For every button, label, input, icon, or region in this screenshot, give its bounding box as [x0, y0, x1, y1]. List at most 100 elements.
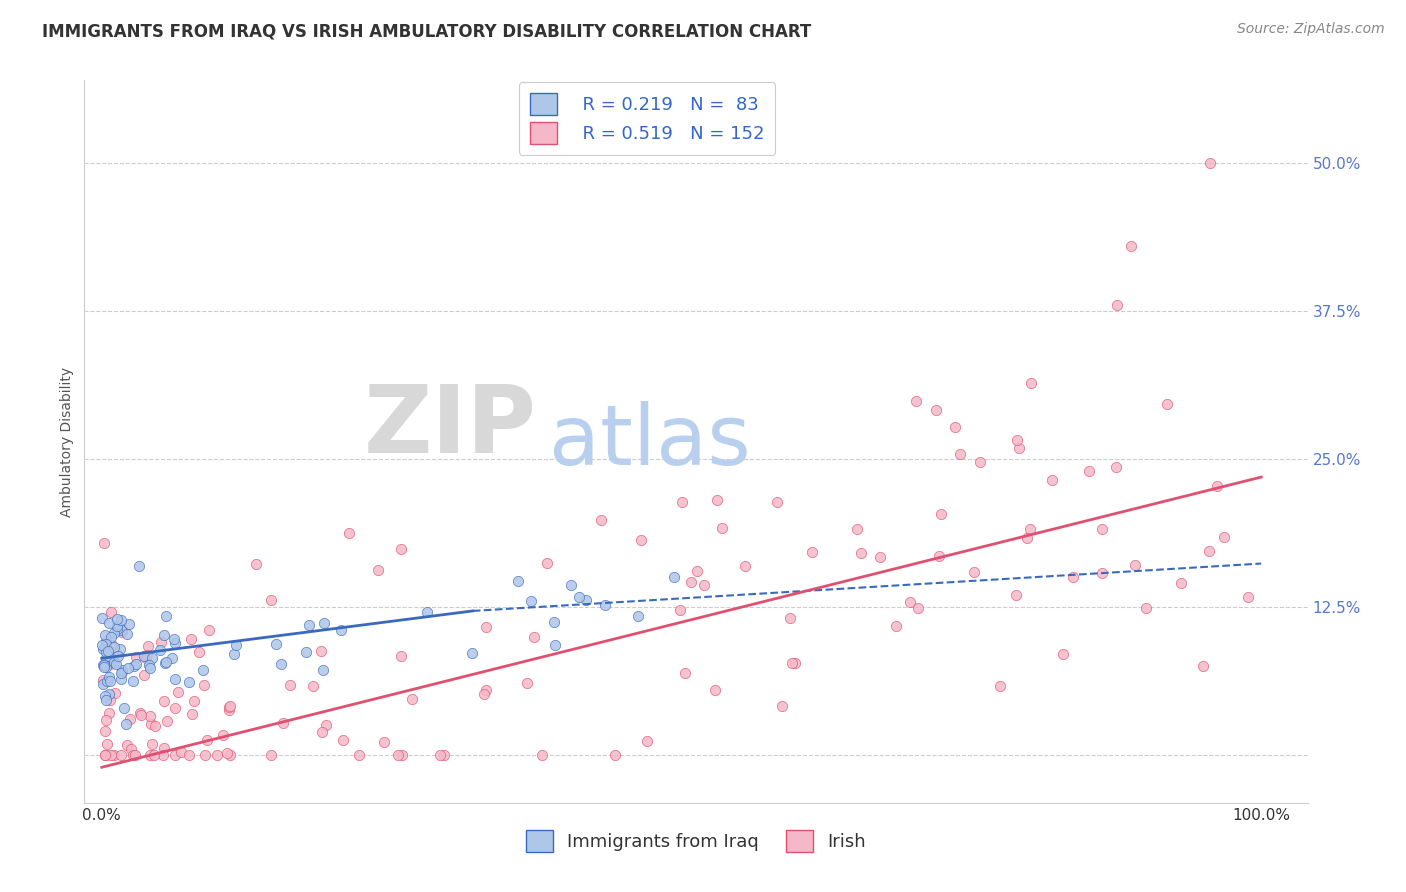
Point	[1077, 464, 1099, 478]
Point	[138, 748, 160, 763]
Point	[103, 625, 125, 640]
Point	[461, 646, 484, 660]
Point	[100, 605, 122, 619]
Point	[668, 603, 690, 617]
Point	[1119, 239, 1142, 253]
Point	[1198, 156, 1220, 170]
Point	[1008, 441, 1031, 455]
Point	[117, 739, 139, 753]
Point	[516, 676, 538, 690]
Point	[98, 657, 121, 671]
Point	[98, 674, 121, 689]
Point	[122, 658, 145, 673]
Point	[770, 699, 793, 714]
Point	[401, 692, 423, 706]
Point	[1052, 647, 1074, 661]
Point	[165, 701, 187, 715]
Point	[1015, 531, 1038, 545]
Point	[472, 687, 495, 701]
Point	[153, 628, 176, 642]
Point	[98, 686, 121, 700]
Point	[94, 723, 117, 738]
Point	[222, 647, 245, 661]
Point	[163, 636, 186, 650]
Point	[156, 714, 179, 729]
Point	[152, 748, 174, 763]
Point	[149, 635, 172, 649]
Point	[141, 737, 163, 751]
Point	[93, 660, 115, 674]
Point	[128, 559, 150, 574]
Point	[136, 648, 159, 662]
Point	[259, 748, 281, 763]
Point	[155, 655, 177, 669]
Point	[1212, 530, 1234, 544]
Point	[169, 745, 191, 759]
Point	[627, 608, 650, 623]
Point	[523, 630, 546, 644]
Point	[869, 550, 891, 565]
Text: Source: ZipAtlas.com: Source: ZipAtlas.com	[1237, 22, 1385, 37]
Point	[110, 665, 132, 680]
Point	[103, 640, 125, 655]
Point	[849, 546, 872, 560]
Point	[94, 660, 117, 674]
Point	[98, 693, 121, 707]
Point	[800, 545, 823, 559]
Point	[163, 673, 186, 687]
Point	[311, 724, 333, 739]
Point	[389, 649, 412, 664]
Point	[387, 748, 409, 763]
Point	[783, 656, 806, 670]
Point	[129, 706, 152, 720]
Point	[193, 663, 215, 677]
Point	[734, 558, 756, 573]
Point	[330, 623, 353, 637]
Point	[117, 661, 139, 675]
Point	[167, 685, 190, 699]
Point	[120, 712, 142, 726]
Point	[245, 557, 267, 571]
Point	[97, 644, 120, 658]
Point	[782, 656, 804, 670]
Point	[1156, 397, 1178, 411]
Point	[337, 526, 360, 541]
Point	[474, 683, 496, 698]
Point	[94, 748, 117, 763]
Point	[416, 605, 439, 619]
Point	[673, 665, 696, 680]
Point	[163, 632, 186, 646]
Point	[298, 618, 321, 632]
Point	[120, 742, 142, 756]
Point	[1091, 566, 1114, 580]
Point	[104, 686, 127, 700]
Point	[1170, 575, 1192, 590]
Point	[91, 641, 114, 656]
Point	[153, 694, 176, 708]
Point	[165, 748, 187, 763]
Point	[1005, 588, 1028, 602]
Point	[429, 748, 451, 763]
Point	[122, 748, 145, 763]
Point	[179, 675, 201, 690]
Point	[107, 649, 129, 664]
Point	[373, 735, 395, 749]
Text: IMMIGRANTS FROM IRAQ VS IRISH AMBULATORY DISABILITY CORRELATION CHART: IMMIGRANTS FROM IRAQ VS IRISH AMBULATORY…	[42, 22, 811, 40]
Point	[219, 748, 242, 763]
Point	[925, 402, 948, 417]
Point	[118, 617, 141, 632]
Point	[93, 657, 115, 672]
Point	[125, 657, 148, 671]
Point	[1091, 522, 1114, 536]
Point	[197, 623, 219, 637]
Point	[1105, 459, 1128, 474]
Point	[681, 575, 703, 590]
Point	[160, 651, 183, 665]
Point	[544, 638, 567, 652]
Point	[149, 643, 172, 657]
Point	[433, 748, 456, 763]
Point	[302, 679, 325, 693]
Point	[315, 718, 337, 732]
Point	[664, 570, 686, 584]
Point	[193, 678, 215, 692]
